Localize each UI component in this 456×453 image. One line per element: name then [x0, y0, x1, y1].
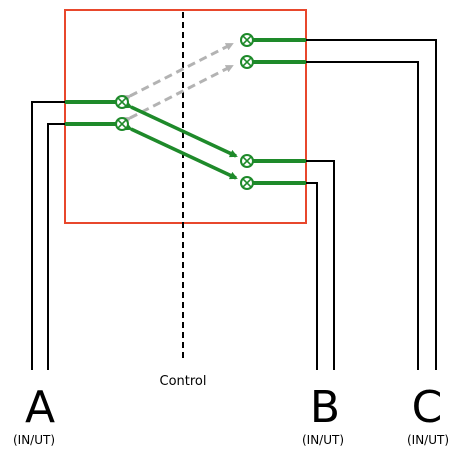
port-a-wire-2 — [47, 123, 65, 370]
port-a-wire-1 — [31, 101, 65, 370]
active-path-2 — [123, 122, 238, 180]
port-b-sub: (IN/UT) — [302, 433, 344, 447]
port-c-wire-2 — [306, 61, 419, 370]
crossed-circle-icon — [240, 33, 254, 47]
port-b-letter: B — [310, 382, 340, 433]
control-label: Control — [160, 374, 207, 389]
port-c-wire-1 — [306, 39, 437, 370]
port-c-sub: (IN/UT) — [407, 433, 449, 447]
inactive-path-2 — [122, 64, 234, 125]
crossed-circle-icon — [240, 154, 254, 168]
port-b-wire-2 — [306, 182, 318, 370]
crossed-circle-icon — [115, 95, 129, 109]
port-a-letter: A — [25, 382, 55, 433]
crossed-circle-icon — [240, 55, 254, 69]
port-a-sub: (IN/UT) — [13, 433, 55, 447]
port-b-wire-1 — [306, 160, 335, 370]
crossed-circle-icon — [240, 176, 254, 190]
inactive-path-1 — [122, 42, 234, 103]
crossed-circle-icon — [115, 117, 129, 131]
switch-frame — [64, 9, 307, 224]
port-c-letter: C — [412, 382, 443, 433]
